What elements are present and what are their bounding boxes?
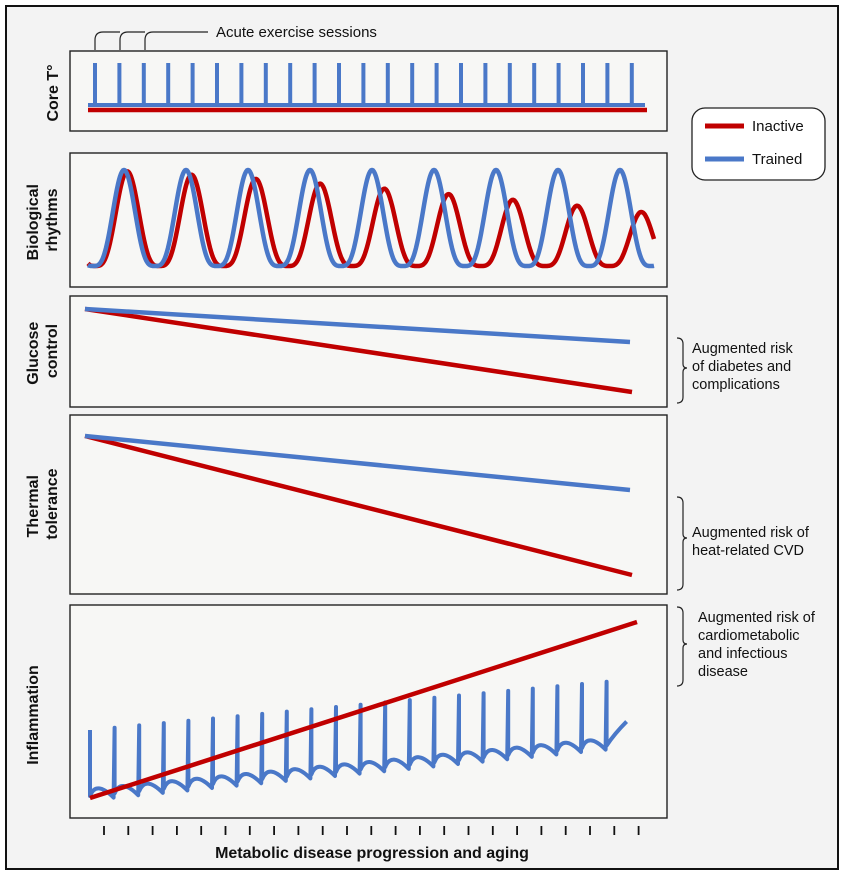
core-trained-spikes — [93, 63, 634, 105]
inflammation-risk-bracket — [676, 606, 688, 687]
legend-trained-label: Trained — [752, 151, 802, 168]
legend: Inactive Trained — [691, 107, 826, 181]
inflammation-trained-spikes — [88, 679, 629, 800]
panel-biological-rhythms: Biological rhythms — [25, 152, 668, 288]
inflammation-inactive-line — [89, 619, 638, 801]
annotation-bracket — [94, 31, 208, 50]
thermal-ylabel: Thermal tolerance — [25, 468, 61, 539]
glucose-ylabel: Glucose control — [25, 317, 61, 385]
inflammation-risk-label: Augmented risk of cardiometabolic and in… — [698, 610, 819, 680]
glucose-risk-bracket — [676, 337, 688, 404]
thermal-risk-label: Augmented risk of heat-related CVD — [692, 525, 813, 559]
panel-inflammation-frame — [69, 604, 668, 819]
thermal-inactive-line — [84, 433, 633, 578]
core-ylabel: Core T° — [45, 64, 62, 121]
rhythms-ylabel: Biological rhythms — [25, 180, 61, 261]
rhythms-trained-wave — [86, 167, 656, 269]
glucose-risk-label: Augmented risk of diabetes and complicat… — [692, 341, 797, 393]
panel-inflammation: Inflammation Augmented risk of cardiomet… — [25, 604, 819, 819]
inflammation-ylabel: Inflammation — [25, 665, 42, 765]
glucose-inactive-line — [84, 306, 633, 395]
panel-glucose-control: Glucose control Augmented risk of diabet… — [25, 295, 797, 408]
acute-sessions-annotation: Acute exercise sessions — [94, 24, 377, 50]
thermal-risk-bracket — [676, 496, 688, 591]
x-axis-ticks — [103, 826, 640, 835]
rhythms-inactive-wave — [86, 169, 657, 269]
acute-sessions-label: Acute exercise sessions — [216, 24, 377, 41]
legend-inactive-label: Inactive — [752, 118, 804, 135]
panel-core-temperature: Core T° — [45, 50, 668, 132]
glucose-trained-line — [84, 306, 631, 345]
panel-thermal-tolerance: Thermal tolerance Augmented risk of heat… — [25, 414, 813, 595]
x-axis-label: Metabolic disease progression and aging — [215, 845, 529, 862]
panel-core-frame — [69, 50, 668, 132]
thermal-trained-line — [84, 433, 631, 493]
